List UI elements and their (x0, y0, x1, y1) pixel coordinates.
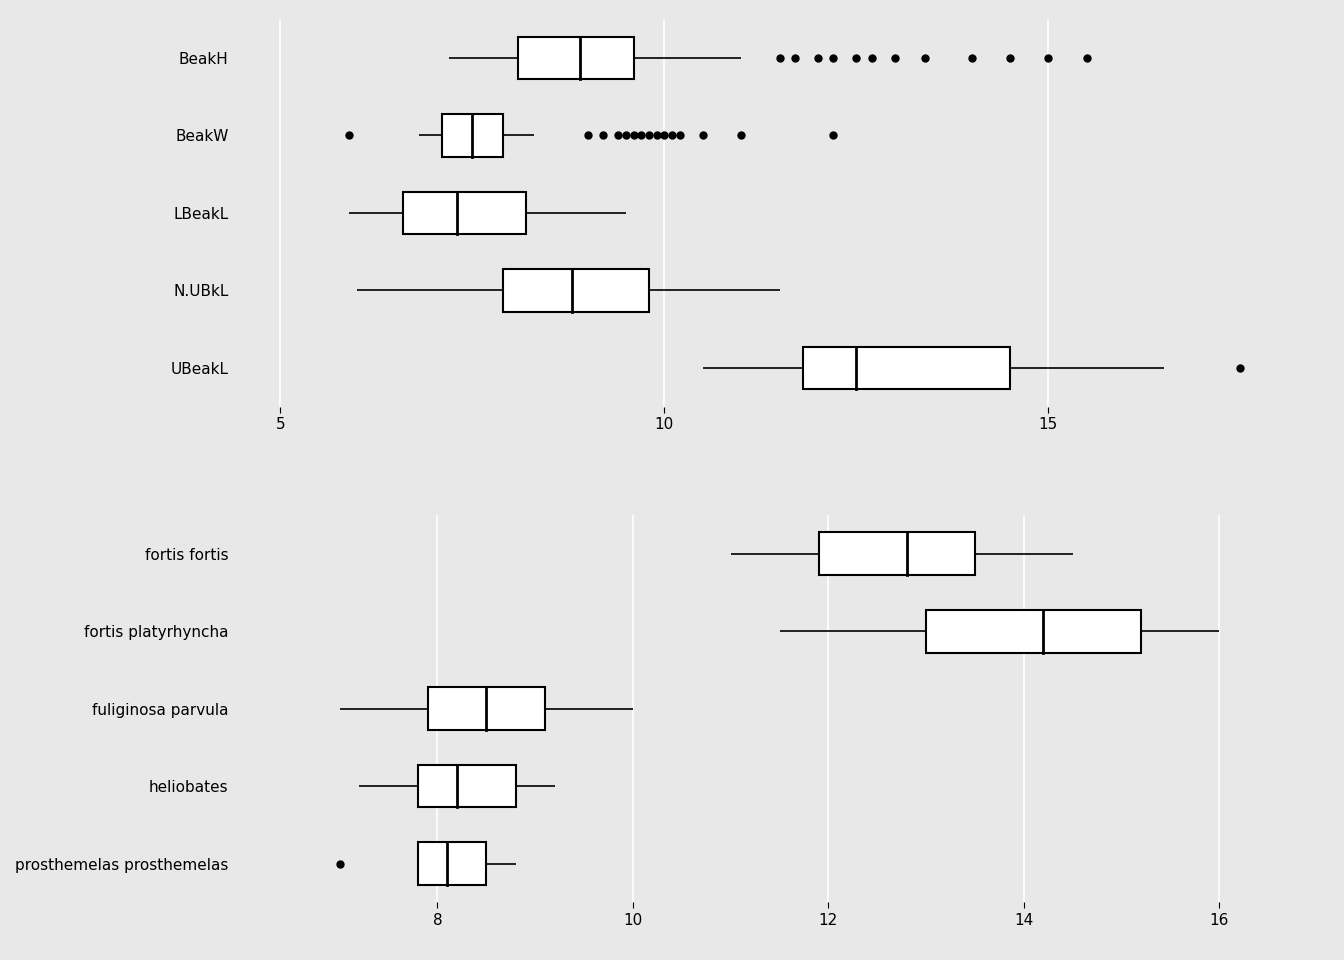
Bar (503, 269, 649, 312)
Bar (418, 765, 516, 807)
Bar (427, 687, 544, 730)
Bar (442, 114, 503, 156)
Bar (403, 192, 526, 234)
Bar (926, 610, 1141, 653)
Bar (418, 842, 487, 885)
Bar (802, 347, 1009, 389)
Bar (818, 533, 974, 575)
Bar (519, 36, 633, 80)
